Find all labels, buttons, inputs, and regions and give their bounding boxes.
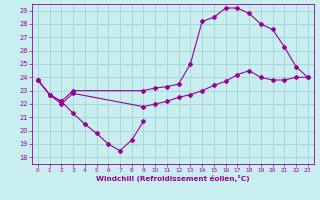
X-axis label: Windchill (Refroidissement éolien,°C): Windchill (Refroidissement éolien,°C)	[96, 175, 250, 182]
